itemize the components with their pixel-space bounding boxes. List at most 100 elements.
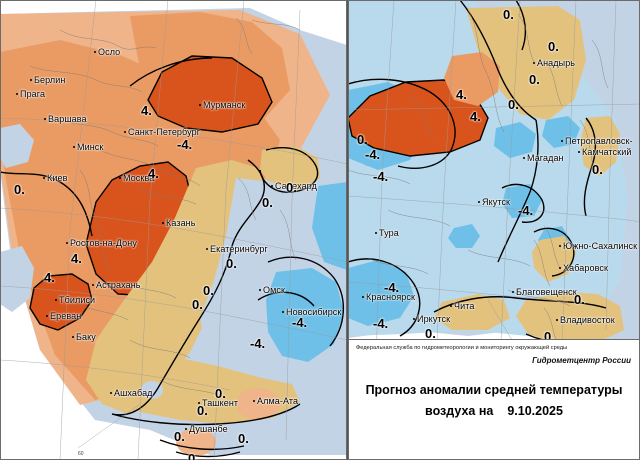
- city-label-киев: Киев: [43, 173, 67, 183]
- city-label-душанбе: Душанбе: [185, 424, 228, 434]
- city-marker-dot: [72, 336, 74, 339]
- city-label-ростов-на-дону: Ростов-на-Дону: [66, 238, 137, 248]
- city-label-text: Варшава: [48, 114, 87, 124]
- city-marker-dot: [478, 201, 480, 204]
- city-label-мурманск: Мурманск: [199, 100, 245, 110]
- map-panel-west[interactable]: Осло Берлин Прага Варшава Мурманск Санкт-Пете…: [0, 0, 348, 460]
- city-marker-dot: [46, 315, 48, 318]
- city-label-text: Санкт-Петербург: [128, 127, 201, 137]
- contour-label-0-16: 0.: [238, 431, 249, 446]
- contour-label-4-5: 4.: [470, 109, 481, 124]
- city-label-text: Благовещенск: [516, 287, 577, 297]
- forecast-title: Прогноз аномалии средней температуры воз…: [349, 380, 639, 422]
- city-label-салехард: Салехард: [271, 181, 317, 191]
- city-label-text: Минск: [77, 142, 104, 152]
- city-label-иркутск: Иркутск: [413, 314, 450, 324]
- contour-label-0-4: 0.: [508, 97, 519, 112]
- city-label-хабаровск: Хабаровск: [559, 263, 608, 273]
- city-marker-dot: [533, 62, 535, 65]
- city-label-осло: Осло: [94, 47, 120, 57]
- city-label-text: Москва: [123, 173, 155, 183]
- city-label-ереван: Ереван: [46, 311, 81, 321]
- city-label-text: Мурманск: [203, 100, 246, 110]
- city-label-благовещенск: Благовещенск: [512, 287, 577, 297]
- contour-lines: [0, 57, 345, 458]
- city-marker-dot: [119, 177, 121, 180]
- contour-label-0-7: 0.: [226, 256, 237, 271]
- city-label-text: Осло: [98, 47, 121, 57]
- contour-label--4-11: -4.: [292, 315, 308, 330]
- city-label-минск: Минск: [73, 142, 103, 152]
- city-label-text: Тура: [379, 228, 399, 238]
- city-label-якутск: Якутск: [478, 197, 510, 207]
- city-marker-dot: [73, 146, 75, 149]
- city-label-москва: Москва: [119, 173, 154, 183]
- contour-label--4-10: -4.: [518, 203, 534, 218]
- city-label-text: Чита: [454, 301, 475, 311]
- city-label-анадырь: Анадырь: [533, 58, 575, 68]
- city-marker-dot: [198, 402, 200, 405]
- forecast-title-line2: воздуха на: [425, 404, 494, 418]
- contour-label--4-1: -4.: [177, 137, 193, 152]
- contour-label-4-2: 4.: [148, 166, 159, 181]
- city-label-text: Астрахань: [96, 280, 141, 290]
- city-label-тбилиси: Тбилиси: [55, 295, 95, 305]
- city-label-text: Хабаровск: [563, 263, 608, 273]
- contour-label-0-15: 0.: [544, 329, 555, 344]
- city-label-ташкент: Ташкент: [198, 398, 238, 408]
- city-marker-dot: [199, 104, 201, 107]
- contour-label-0-5: 0.: [286, 180, 297, 195]
- city-label-text: Ереван: [50, 311, 82, 321]
- city-label-text: Ростов-на-Дону: [70, 238, 137, 248]
- contour-label-0-2: 0.: [529, 72, 540, 87]
- fill-blue-edge: [312, 182, 347, 270]
- city-marker-dot: [362, 296, 364, 299]
- fill-tan-kamchatka: [580, 116, 620, 176]
- city-label-text: Красноярск: [366, 292, 416, 302]
- fill-tan-salekhard: [260, 146, 320, 190]
- city-label-text: Салехард: [275, 181, 317, 191]
- city-label-text: Казань: [166, 218, 196, 228]
- forecast-date: 9.10.2025: [507, 404, 563, 418]
- contour-label-0-0: 0.: [503, 7, 514, 22]
- grid-tick-label-60: 60: [78, 451, 84, 457]
- city-marker-dot: [30, 79, 32, 82]
- city-marker-dot: [206, 248, 208, 251]
- blob-ashgabat: [141, 381, 163, 399]
- graticule: [0, 0, 347, 460]
- city-marker-dot: [282, 311, 284, 314]
- contour-label-0-13: 0.: [574, 292, 585, 307]
- fill-tan-chukotka: [466, 6, 586, 120]
- city-marker-dot: [559, 267, 561, 270]
- contour-label-0-1: 0.: [548, 39, 559, 54]
- city-marker-dot: [512, 291, 514, 294]
- city-label-владивосток: Владивосток: [556, 315, 615, 325]
- city-label-text: Южно-Сахалинск: [563, 241, 638, 251]
- city-label-екатеринбург: Екатеринбург: [206, 244, 268, 254]
- city-label-баку: Баку: [72, 332, 96, 342]
- city-label-text: Анадырь: [537, 58, 576, 68]
- city-marker-dot: [124, 131, 126, 134]
- map-graphic-west: [0, 0, 347, 460]
- city-label-петропавловск: Петропавловск-: [561, 136, 633, 146]
- coastlines-east: [348, 9, 609, 349]
- contour-label-0-8: 0.: [592, 162, 603, 177]
- contour-label-0-14: 0.: [425, 326, 436, 341]
- fill-orange-ne-halo: [444, 52, 500, 106]
- city-label-прага: Прага: [16, 89, 45, 99]
- city-marker-dot: [162, 222, 164, 225]
- city-label-text: Душанбе: [189, 424, 228, 434]
- contour-label-0-17: 0.: [188, 451, 199, 460]
- fill-tan-urals: [86, 160, 268, 414]
- blob-almaty: [236, 388, 280, 420]
- city-label-варшава: Варшава: [44, 114, 87, 124]
- city-label-text: Алма-Ата: [257, 396, 299, 406]
- city-marker-dot: [16, 93, 18, 96]
- fill-blue-krasnoyarsk: [348, 260, 414, 326]
- city-label-text: Иркутск: [417, 314, 451, 324]
- contour-label-0-13: 0.: [215, 386, 226, 401]
- agency-line: Федеральная служба по гидрометеорологии …: [356, 345, 568, 351]
- contour-label-0-6: 0.: [262, 195, 273, 210]
- fill-deep-orange-caucasus: [29, 273, 93, 331]
